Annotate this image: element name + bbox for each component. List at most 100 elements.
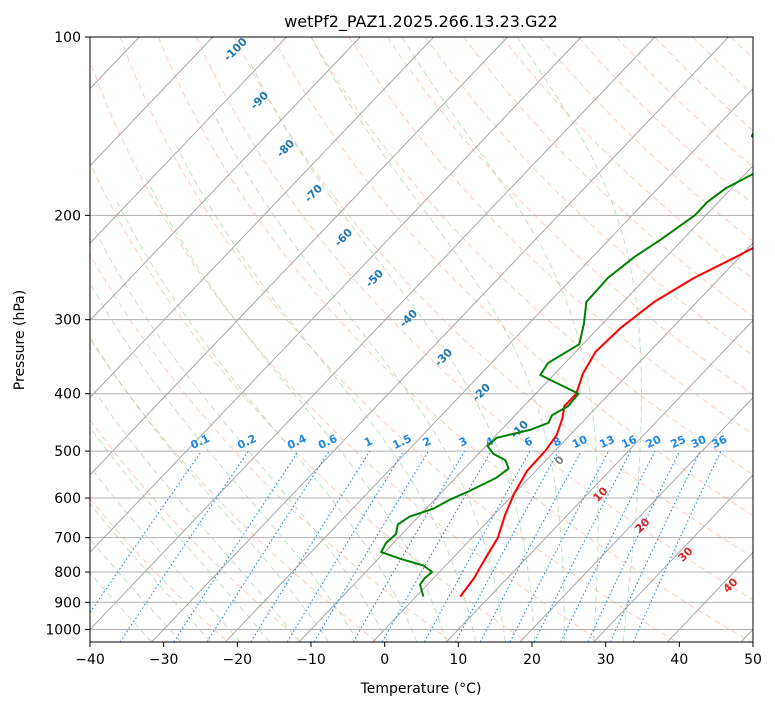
dry-adiabat	[654, 37, 753, 132]
mixing-ratio-line	[313, 450, 429, 642]
isotherm-line	[446, 319, 753, 642]
mixing-ratio-line	[533, 450, 632, 642]
mixing-ratio-label: 36	[710, 433, 730, 451]
dry-adiabat	[90, 253, 453, 642]
dry-adiabat	[119, 37, 677, 642]
isotherm-line	[225, 87, 753, 642]
dry-adiabat	[463, 37, 753, 318]
y-tick-label: 1000	[45, 622, 81, 638]
isotherm-label: -20	[470, 381, 493, 404]
moist-adiabat	[116, 201, 418, 642]
x-axis-label: Temperature (°C)	[360, 681, 482, 697]
moist-adiabat	[143, 173, 447, 642]
x-tick-label: 40	[670, 652, 688, 668]
isotherm-label: -40	[397, 307, 420, 330]
moist-adiabat	[90, 538, 182, 642]
moist-adiabat	[516, 37, 642, 642]
dry-adiabat	[769, 37, 775, 642]
profile-traces	[380, 131, 753, 598]
isotherm-line	[298, 165, 753, 642]
dry-adiabat	[539, 37, 753, 242]
mixing-ratio-label: 13	[597, 433, 616, 451]
isotherm-label: -90	[248, 89, 271, 112]
dry-adiabat	[272, 37, 753, 517]
y-tick-label: 400	[54, 387, 81, 403]
isotherm-label: 40	[721, 575, 741, 595]
isotherm-label: 30	[676, 544, 696, 564]
y-tick-label: 500	[54, 444, 81, 460]
dry-adiabat	[90, 419, 304, 642]
moist-adiabat	[90, 383, 300, 642]
x-tick-label: −40	[75, 652, 105, 668]
mixing-ratio-label: 6	[522, 434, 535, 449]
dry-adiabats	[90, 37, 775, 642]
mixing-ratio-label: 0.2	[235, 432, 258, 452]
moist-adiabat	[90, 336, 329, 642]
chart-title: wetPf2_PAZ1.2025.266.13.23.G22	[284, 12, 558, 32]
isotherm-label: -50	[363, 267, 386, 290]
x-tick-label: −10	[296, 652, 326, 668]
moist-adiabat	[90, 465, 241, 642]
y-tick-label: 100	[54, 30, 81, 46]
plot-frame	[89, 36, 754, 643]
mixing-ratio-line	[560, 450, 656, 642]
mixing-ratio-labels: 0.1 0.2 0.4 0.6 1 1.5 2 3 4 6 8 10 13 16 20 25 30 36	[189, 432, 730, 452]
x-tick-label: 10	[449, 652, 467, 668]
mixing-ratio-line	[119, 450, 249, 642]
dry-adiabat	[692, 37, 753, 95]
isotherm-line	[90, 37, 435, 399]
isotherm-line	[151, 37, 729, 642]
y-axis-label: Pressure (hPa)	[12, 290, 28, 390]
moist-adiabat	[249, 61, 536, 642]
y-tick-label: 300	[54, 313, 81, 329]
mixing-ratio-label: 2	[421, 434, 433, 449]
isotherm-line	[90, 37, 214, 167]
dry-adiabat	[196, 37, 753, 601]
isotherm-grid	[0, 37, 753, 642]
x-tick-label: 30	[597, 652, 615, 668]
isotherm-line	[0, 37, 66, 642]
mixing-ratio-label: 1	[362, 434, 374, 449]
isotherm-label: -70	[302, 182, 325, 205]
isotherm-label: -60	[332, 226, 355, 249]
isotherm-line	[90, 37, 508, 476]
y-tick-label: 600	[54, 491, 81, 507]
y-tick-label: 800	[54, 565, 81, 581]
isotherm-line	[90, 37, 656, 631]
temperature-trace	[459, 246, 753, 598]
dry-adiabat	[90, 59, 602, 642]
mixing-ratio-label: 25	[669, 433, 688, 451]
moist-adiabat	[90, 282, 359, 642]
x-tick-label: −30	[149, 652, 179, 668]
moist-adiabats	[90, 37, 642, 642]
moist-adiabat	[310, 37, 565, 642]
mixing-ratio-line	[173, 450, 299, 642]
moist-adiabat	[90, 502, 211, 642]
mixing-ratio-line	[352, 450, 466, 642]
y-tick-label: 700	[54, 531, 81, 547]
dry-adiabat	[90, 161, 528, 642]
x-axis-ticks: −40 −30 −20 −10 0 10 20 30 40 50	[75, 642, 762, 668]
mixing-ratio-lines	[90, 450, 722, 642]
x-tick-label: 0	[380, 652, 389, 668]
isotherm-line	[90, 37, 582, 553]
isotherm-line	[372, 242, 753, 642]
isotherm-label: -80	[274, 137, 297, 160]
dry-adiabat	[90, 497, 229, 642]
mixing-ratio-label: 10	[570, 433, 590, 451]
mixing-ratio-label: 20	[644, 433, 664, 451]
isotherm-line	[90, 37, 287, 244]
y-axis-ticks: 100 200 300 400 500 600 700 800 900 1000	[45, 30, 90, 638]
dry-adiabat	[310, 37, 753, 476]
isobar-grid	[90, 37, 753, 630]
y-tick-label: 900	[54, 595, 81, 611]
mixing-ratio-line	[424, 450, 531, 642]
plot-area: 0.1 0.2 0.4 0.6 1 1.5 2 3 4 6 8 10 13 16 20 25 30 36 -100…	[0, 37, 775, 642]
mixing-ratio-line	[479, 450, 582, 642]
mixing-ratio-line	[632, 450, 722, 642]
isotherm-line	[519, 396, 753, 642]
mixing-ratio-line	[455, 450, 560, 642]
isotherm-label: -30	[432, 346, 455, 369]
dry-adiabat	[234, 37, 753, 558]
